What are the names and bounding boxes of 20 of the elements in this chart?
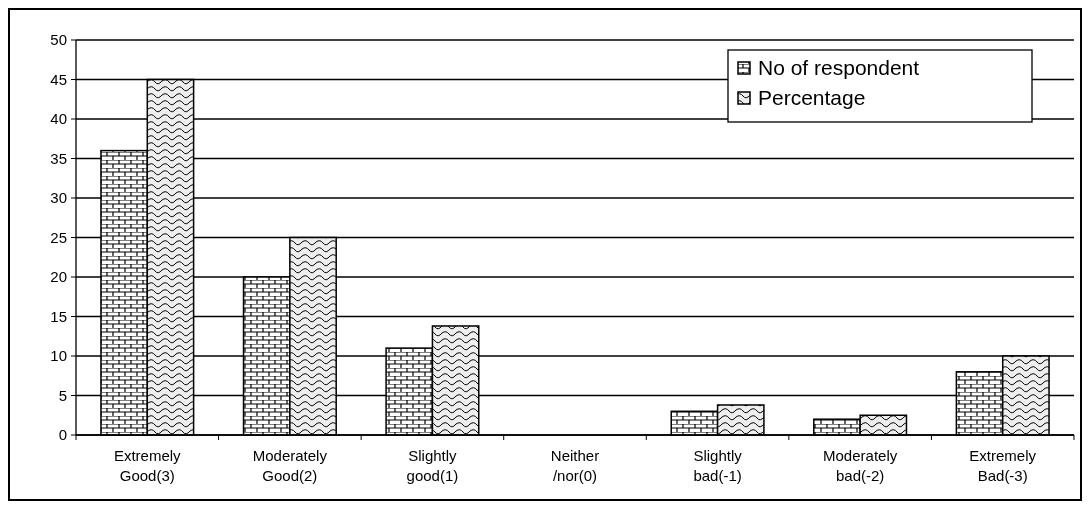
y-tick-label: 40 <box>50 110 67 128</box>
y-tick-label: 20 <box>50 268 67 286</box>
y-tick-label: 15 <box>50 307 67 325</box>
y-tick-label: 5 <box>58 386 67 404</box>
y-tick-label: 45 <box>50 70 67 88</box>
legend-label: No of respondent <box>758 56 920 80</box>
x-tick-label: Extremely Good(3) <box>113 447 182 484</box>
legend-label: Percentage <box>758 86 866 110</box>
y-tick-label: 30 <box>50 189 67 207</box>
y-tick-label: 50 <box>50 31 67 49</box>
x-tick-label: Slightly bad(-1) <box>693 447 743 484</box>
x-tick-label: Slightly good(1) <box>406 447 459 484</box>
y-tick-label: 0 <box>58 426 67 444</box>
y-tick-label: 10 <box>50 347 67 365</box>
y-tick-label: 25 <box>50 228 67 246</box>
x-tick-label: Moderately bad(-2) <box>823 447 898 484</box>
x-tick-label: Moderately Good(2) <box>252 447 328 484</box>
x-tick-label: Neither /nor(0) <box>550 447 600 484</box>
x-tick-label: Extremely Bad(-3) <box>969 447 1037 484</box>
y-tick-label: 35 <box>50 149 67 167</box>
